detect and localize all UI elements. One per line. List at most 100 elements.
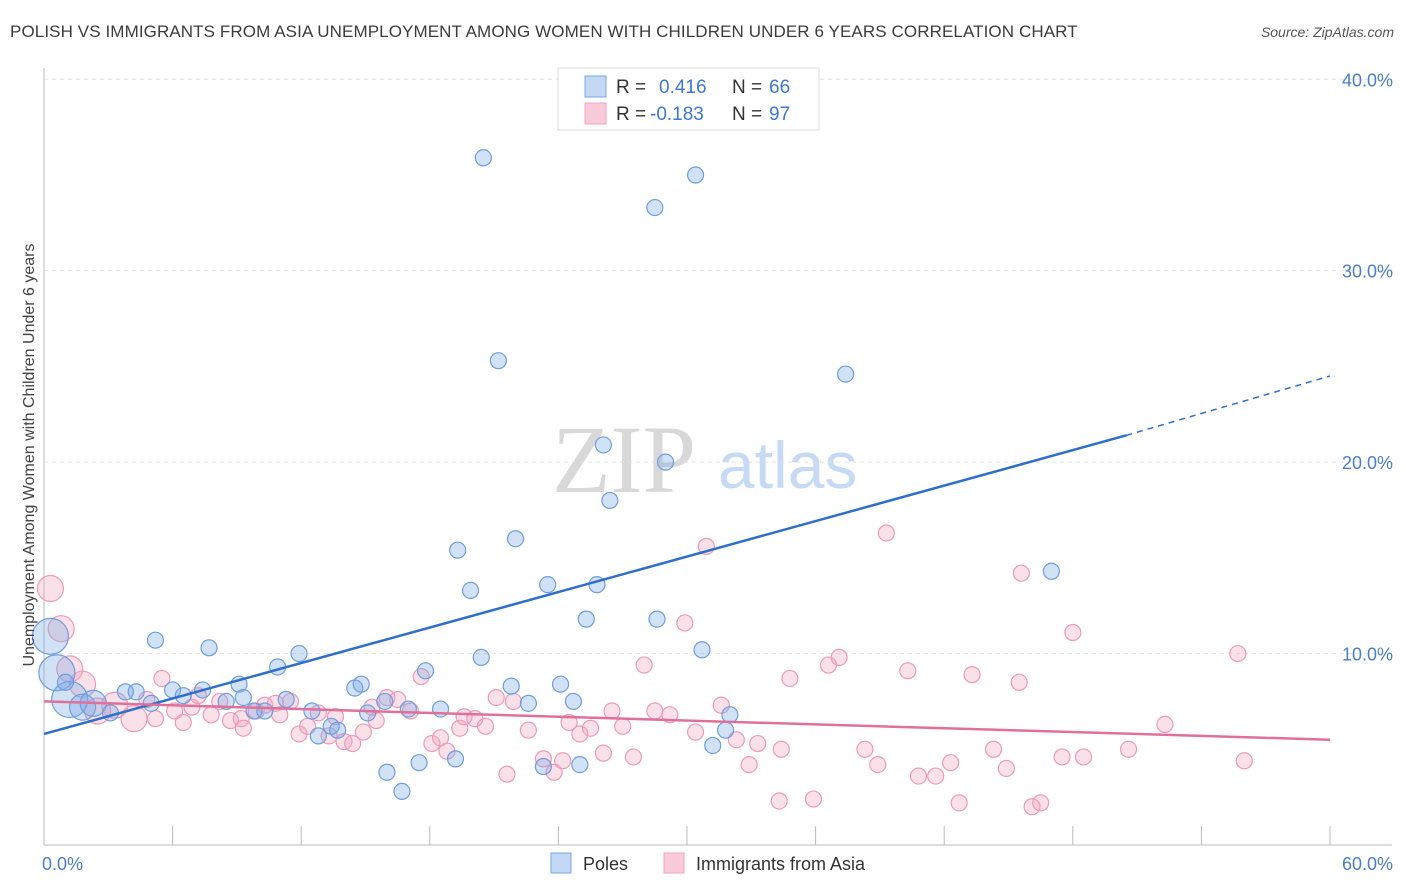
poles-point-62 [721, 706, 739, 724]
poles-point-45 [534, 757, 552, 776]
asia-point-83 [963, 666, 981, 684]
poles-point-55 [646, 198, 664, 217]
asia-point-1 [47, 615, 75, 643]
trend-lines [43, 375, 1331, 741]
y-tick-label-1: 20.0% [1342, 453, 1393, 473]
asia-point-77 [877, 524, 895, 542]
poles-point-25 [329, 721, 347, 739]
poles-point-9 [146, 631, 165, 649]
y-tick-label-0: 10.0% [1342, 645, 1393, 665]
y-axis-title: Unemployment Among Women with Children U… [21, 243, 38, 666]
legend-poles-n-value: 66 [769, 77, 790, 98]
asia-points [36, 524, 1253, 816]
asia-point-52 [560, 713, 578, 732]
asia-point-81 [942, 754, 960, 772]
legend-asia-r-label: R = [616, 104, 646, 125]
asia-point-74 [830, 648, 848, 667]
asia-point-85 [997, 759, 1015, 778]
bottom-legend-asia-label: Immigrants from Asia [696, 854, 866, 874]
poles-point-23 [309, 727, 327, 745]
legend-poles-r-label: R = [616, 77, 646, 98]
poles-point-65 [56, 673, 75, 691]
legend-asia-n-value: 97 [769, 104, 790, 125]
asia-point-79 [909, 767, 928, 785]
asia-point-45 [487, 688, 505, 707]
asia-point-80 [927, 767, 945, 785]
legend-asia-n-label: N = [732, 104, 762, 125]
poles-point-48 [564, 692, 583, 711]
asia-point-96 [1010, 673, 1028, 691]
bottom-legend-poles-label: Poles [583, 854, 628, 874]
x-tick-label-1: 60.0% [1342, 854, 1393, 874]
poles-point-56 [648, 610, 666, 628]
poles-point-0 [31, 617, 70, 655]
poles-points [31, 91, 1060, 801]
poles-point-2 [51, 680, 89, 719]
poles-point-35 [431, 700, 450, 718]
asia-point-62 [676, 614, 694, 632]
asia-point-93 [1156, 715, 1174, 734]
poles-trend-extension [1126, 375, 1331, 437]
chart-title: POLISH VS IMMIGRANTS FROM ASIA UNEMPLOYM… [10, 22, 1078, 41]
asia-point-82 [950, 794, 968, 812]
asia-point-75 [856, 740, 874, 758]
poles-point-46 [539, 576, 557, 594]
asia-point-72 [804, 790, 823, 808]
asia-point-65 [712, 696, 730, 714]
asia-point-47 [504, 692, 522, 711]
poles-point-22 [303, 702, 321, 720]
poles-trend-line [43, 434, 1127, 736]
asia-point-84 [984, 740, 1003, 758]
asia-point-9 [153, 669, 171, 688]
asia-point-78 [899, 662, 917, 680]
asia-point-91 [1074, 748, 1093, 766]
asia-point-51 [554, 752, 572, 770]
poles-point-59 [693, 641, 711, 659]
poles-point-49 [571, 755, 589, 774]
poles-point-16 [234, 688, 252, 707]
axes [43, 68, 1392, 846]
asia-point-70 [772, 740, 790, 758]
poles-point-50 [577, 610, 595, 628]
poles-point-37 [449, 541, 467, 559]
asia-point-56 [603, 702, 621, 720]
asia-point-94 [1229, 644, 1247, 663]
asia-point-57 [614, 717, 632, 735]
asia-point-11 [174, 713, 192, 732]
asia-point-63 [686, 723, 705, 741]
bottom-legend-asia-swatch [663, 852, 685, 874]
poles-point-13 [200, 639, 218, 657]
legend-asia-r-value: -0.183 [650, 104, 704, 125]
asia-point-38 [423, 734, 441, 753]
x-ticks [172, 826, 1331, 845]
poles-point-41 [489, 352, 507, 370]
grid-lines [44, 78, 1392, 655]
poles-point-47 [551, 675, 570, 693]
legend-poles-swatch [584, 75, 607, 98]
asia-point-0 [36, 574, 65, 603]
asia-point-92 [1119, 740, 1138, 758]
poles-point-42 [502, 677, 520, 695]
watermark-atlas: atlas [718, 428, 857, 502]
x-tick-label-0: 0.0% [42, 854, 83, 874]
poles-point-29 [376, 692, 394, 711]
poles-point-60 [704, 736, 722, 755]
asia-point-76 [869, 755, 887, 774]
poles-point-32 [399, 700, 417, 718]
asia-point-18 [234, 719, 252, 737]
poles-point-18 [256, 702, 274, 720]
poles-point-36 [446, 750, 465, 768]
asia-trend-line [43, 700, 1331, 741]
poles-point-63 [837, 365, 855, 383]
asia-point-8 [146, 710, 165, 728]
poles-point-52 [594, 436, 613, 454]
poles-point-34 [416, 662, 435, 680]
asia-point-88 [1032, 794, 1050, 812]
asia-point-48 [519, 721, 537, 739]
poles-point-44 [519, 694, 537, 712]
asia-point-16 [221, 711, 240, 730]
asia-point-31 [354, 723, 372, 741]
poles-point-61 [716, 721, 735, 739]
asia-point-53 [571, 725, 589, 743]
